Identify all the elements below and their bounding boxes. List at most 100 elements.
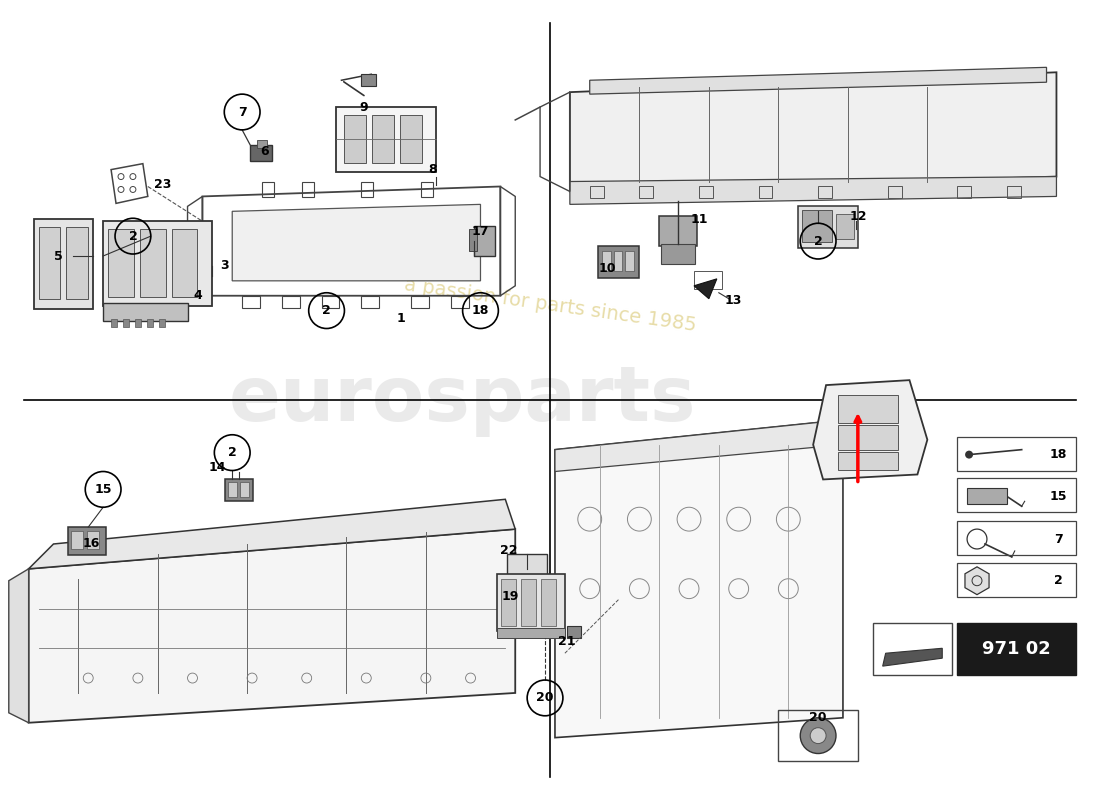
Circle shape	[801, 718, 836, 754]
Bar	[838, 425, 898, 450]
Text: 12: 12	[849, 210, 867, 222]
Polygon shape	[556, 420, 843, 471]
Bar	[626, 251, 635, 271]
Bar	[337, 107, 436, 171]
Text: 18: 18	[1049, 448, 1067, 461]
Text: a passion for parts since 1985: a passion for parts since 1985	[403, 274, 697, 334]
Text: 20: 20	[537, 691, 553, 705]
Bar	[698, 186, 713, 198]
Bar	[799, 206, 858, 248]
Text: 22: 22	[499, 545, 517, 558]
Bar	[1006, 186, 1021, 198]
Polygon shape	[29, 529, 515, 722]
Polygon shape	[590, 67, 1046, 94]
Bar	[34, 219, 94, 309]
Text: 13: 13	[725, 294, 742, 307]
Bar	[957, 521, 1076, 555]
Bar	[250, 145, 272, 161]
Text: 14: 14	[209, 461, 227, 474]
Bar	[521, 578, 536, 626]
Bar	[597, 246, 639, 278]
Bar	[957, 186, 971, 198]
Bar	[301, 182, 314, 198]
Bar	[103, 302, 187, 321]
Bar	[507, 554, 547, 576]
Bar	[140, 229, 166, 297]
Bar	[111, 318, 117, 326]
Text: eurosparts: eurosparts	[229, 363, 696, 437]
Bar	[759, 186, 772, 198]
Text: 11: 11	[690, 213, 707, 226]
Bar	[659, 216, 697, 246]
Text: 2: 2	[129, 230, 138, 242]
Bar	[818, 186, 832, 198]
Bar	[497, 574, 565, 631]
Polygon shape	[9, 569, 29, 722]
Text: 971 02: 971 02	[982, 640, 1052, 658]
Bar	[66, 227, 88, 298]
Bar	[957, 437, 1076, 470]
Text: 7: 7	[1054, 533, 1063, 546]
Text: 2: 2	[228, 446, 236, 459]
Bar	[614, 251, 623, 271]
Polygon shape	[570, 177, 1056, 204]
Text: 4: 4	[194, 290, 201, 302]
Bar	[469, 229, 476, 251]
Bar	[694, 271, 722, 289]
Bar	[639, 186, 653, 198]
Text: 18: 18	[472, 304, 490, 317]
Polygon shape	[694, 279, 717, 298]
Bar	[888, 186, 902, 198]
Bar	[146, 318, 153, 326]
Text: 15: 15	[1049, 490, 1067, 503]
Bar	[257, 140, 267, 148]
Text: 2: 2	[1054, 574, 1063, 587]
Text: 16: 16	[82, 538, 100, 550]
Bar	[372, 115, 394, 162]
Bar	[68, 527, 106, 555]
Bar	[411, 296, 429, 308]
Bar	[661, 244, 695, 264]
Text: 23: 23	[154, 178, 172, 191]
Bar	[957, 563, 1076, 597]
Bar	[103, 222, 212, 306]
Polygon shape	[882, 648, 943, 666]
Polygon shape	[29, 499, 515, 569]
Bar	[242, 296, 260, 308]
Text: 5: 5	[54, 250, 63, 262]
Polygon shape	[556, 420, 843, 738]
Bar	[590, 186, 604, 198]
Circle shape	[965, 450, 974, 458]
Bar	[123, 318, 129, 326]
Text: 10: 10	[598, 262, 616, 275]
Text: 17: 17	[472, 225, 490, 238]
Bar	[566, 626, 581, 638]
Bar	[836, 214, 854, 239]
Text: 3: 3	[220, 259, 229, 273]
Bar	[779, 710, 858, 762]
Bar	[361, 296, 379, 308]
Text: 9: 9	[359, 101, 367, 114]
Bar	[838, 395, 898, 423]
Bar	[39, 227, 60, 298]
Text: 21: 21	[558, 635, 575, 648]
Bar	[400, 115, 422, 162]
Bar	[321, 296, 340, 308]
Bar	[602, 251, 610, 271]
Bar	[361, 182, 373, 198]
Text: 2: 2	[322, 304, 331, 317]
Circle shape	[811, 728, 826, 743]
Bar	[421, 182, 432, 198]
Bar	[229, 482, 238, 498]
Text: 8: 8	[429, 163, 437, 176]
Text: 19: 19	[502, 590, 519, 603]
Bar	[473, 226, 495, 256]
Bar	[541, 578, 556, 626]
Bar	[967, 488, 1006, 504]
Polygon shape	[813, 380, 927, 479]
Bar	[838, 452, 898, 470]
Bar	[344, 115, 366, 162]
Text: 1: 1	[397, 312, 406, 325]
Bar	[87, 531, 99, 549]
Bar	[802, 210, 832, 242]
